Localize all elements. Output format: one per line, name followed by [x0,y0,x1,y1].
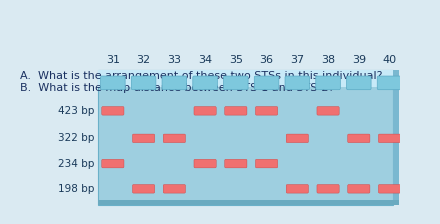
Text: 37: 37 [290,55,304,65]
FancyBboxPatch shape [378,185,401,193]
FancyBboxPatch shape [317,107,339,115]
FancyBboxPatch shape [347,76,371,90]
Text: 39: 39 [352,55,366,65]
Bar [393,70,399,205]
FancyBboxPatch shape [378,134,401,143]
FancyBboxPatch shape [224,76,248,90]
FancyBboxPatch shape [317,185,339,193]
FancyBboxPatch shape [225,159,247,168]
Text: B.  What is the map distance between STS-1 and STS-2?: B. What is the map distance between STS-… [20,83,334,93]
Text: 35: 35 [229,55,243,65]
FancyBboxPatch shape [286,134,308,143]
FancyBboxPatch shape [348,134,370,143]
FancyBboxPatch shape [102,107,124,115]
FancyBboxPatch shape [256,107,278,115]
FancyBboxPatch shape [132,134,155,143]
Text: 31: 31 [106,55,120,65]
Text: A.  What is the arrangement of these two STSs in this individual?: A. What is the arrangement of these two … [20,71,382,81]
Text: 32: 32 [136,55,150,65]
FancyBboxPatch shape [131,76,156,90]
Text: 40: 40 [382,55,396,65]
FancyBboxPatch shape [101,76,125,90]
Text: 34: 34 [198,55,212,65]
FancyBboxPatch shape [377,76,402,90]
FancyBboxPatch shape [163,134,185,143]
FancyBboxPatch shape [348,185,370,193]
Text: 322 bp: 322 bp [58,133,95,143]
FancyBboxPatch shape [163,185,185,193]
FancyBboxPatch shape [316,76,341,90]
FancyBboxPatch shape [193,76,217,90]
FancyBboxPatch shape [194,107,216,115]
Bar [98,200,399,205]
Text: 38: 38 [321,55,335,65]
Bar [98,70,393,86]
FancyBboxPatch shape [132,185,155,193]
FancyBboxPatch shape [194,159,216,168]
Text: 423 bp: 423 bp [58,106,95,116]
FancyBboxPatch shape [286,185,308,193]
Text: 234 bp: 234 bp [58,159,95,169]
Text: 198 bp: 198 bp [58,184,95,194]
FancyBboxPatch shape [98,70,393,205]
Text: 33: 33 [167,55,181,65]
FancyBboxPatch shape [256,159,278,168]
FancyBboxPatch shape [254,76,279,90]
FancyBboxPatch shape [225,107,247,115]
FancyBboxPatch shape [102,159,124,168]
Text: 36: 36 [260,55,274,65]
FancyBboxPatch shape [285,76,310,90]
FancyBboxPatch shape [162,76,187,90]
